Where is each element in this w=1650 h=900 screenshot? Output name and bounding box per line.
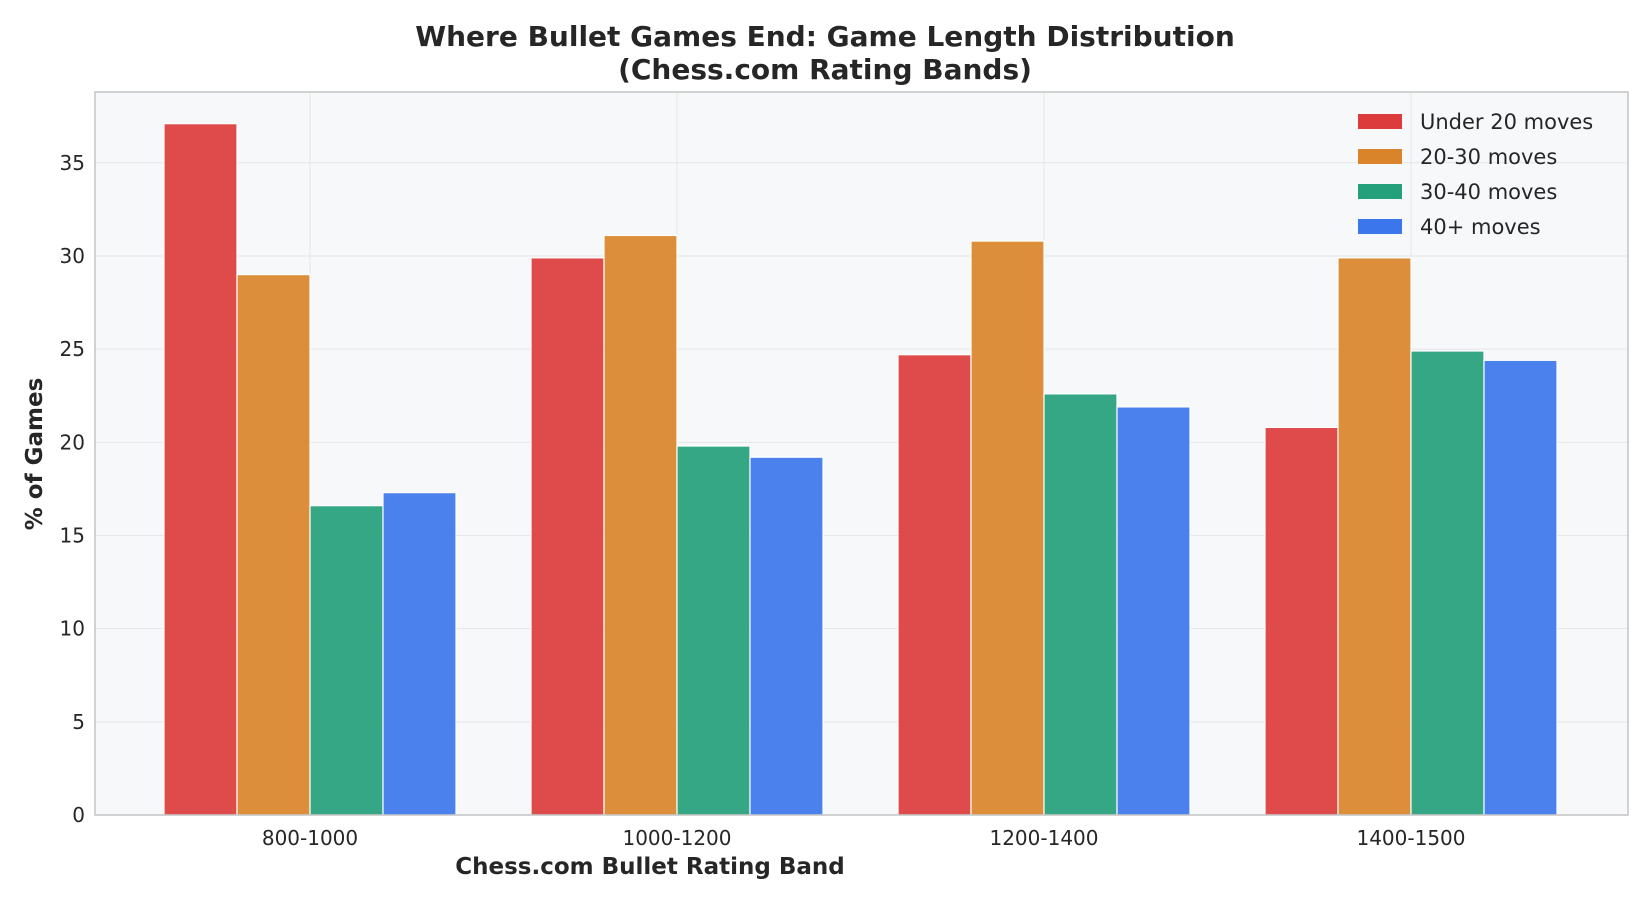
y-tick-label: 15 <box>60 523 85 547</box>
bar-30-40-moves-1400-1500 <box>1410 350 1485 816</box>
bars <box>163 123 1558 816</box>
bar-40-moves-1400-1500 <box>1483 359 1558 816</box>
y-tick-label: 35 <box>60 151 85 175</box>
bar-40-moves-800-1000 <box>382 492 457 816</box>
legend-label: 20-30 moves <box>1420 145 1557 169</box>
x-axis-ticks: 800-1000 1000-1200 1200-1400 1400-1500 <box>262 826 1466 850</box>
bar-under-20-moves-1000-1200 <box>530 257 605 816</box>
legend-label: 30-40 moves <box>1420 180 1557 204</box>
x-axis-label: Chess.com Bullet Rating Band <box>455 854 845 880</box>
bar-40-moves-1200-1400 <box>1116 406 1191 816</box>
bar-30-40-moves-1200-1400 <box>1043 393 1118 816</box>
y-tick-label: 25 <box>60 337 85 361</box>
legend-label: 40+ moves <box>1420 215 1541 239</box>
y-tick-label: 30 <box>60 244 85 268</box>
chart-title-line1: Where Bullet Games End: Game Length Dist… <box>415 20 1235 53</box>
bar-20-30-moves-1400-1500 <box>1337 257 1412 816</box>
bar-under-20-moves-1200-1400 <box>897 354 972 816</box>
bar-under-20-moves-1400-1500 <box>1264 426 1339 816</box>
chart-title-line2: (Chess.com Rating Bands) <box>618 53 1032 86</box>
bar-30-40-moves-800-1000 <box>309 505 384 816</box>
bar-30-40-moves-1000-1200 <box>676 445 751 816</box>
x-tick-label: 1200-1400 <box>989 826 1098 850</box>
x-tick-label: 1000-1200 <box>622 826 731 850</box>
y-tick-label: 20 <box>60 430 85 454</box>
legend-swatch <box>1358 219 1402 234</box>
legend: Under 20 moves 20-30 moves 30-40 moves 40+ … <box>1358 110 1593 239</box>
legend-swatch <box>1358 184 1402 199</box>
x-tick-label: 1400-1500 <box>1356 826 1465 850</box>
y-tick-label: 0 <box>72 803 85 827</box>
y-tick-label: 10 <box>60 617 85 641</box>
bar-under-20-moves-800-1000 <box>163 123 238 816</box>
y-tick-label: 5 <box>72 710 85 734</box>
plot-frame <box>94 91 1629 816</box>
bar-40-moves-1000-1200 <box>749 456 824 816</box>
x-tick-label: 800-1000 <box>262 826 358 850</box>
legend-swatch <box>1358 149 1402 164</box>
y-axis-ticks: 0 5 10 15 20 25 30 35 <box>60 151 85 827</box>
bar-20-30-moves-1000-1200 <box>603 234 678 816</box>
legend-swatch <box>1358 114 1402 129</box>
bar-20-30-moves-800-1000 <box>236 274 311 816</box>
y-axis-label: % of Games <box>22 378 48 531</box>
bar-20-30-moves-1200-1400 <box>970 240 1045 816</box>
legend-label: Under 20 moves <box>1420 110 1593 134</box>
